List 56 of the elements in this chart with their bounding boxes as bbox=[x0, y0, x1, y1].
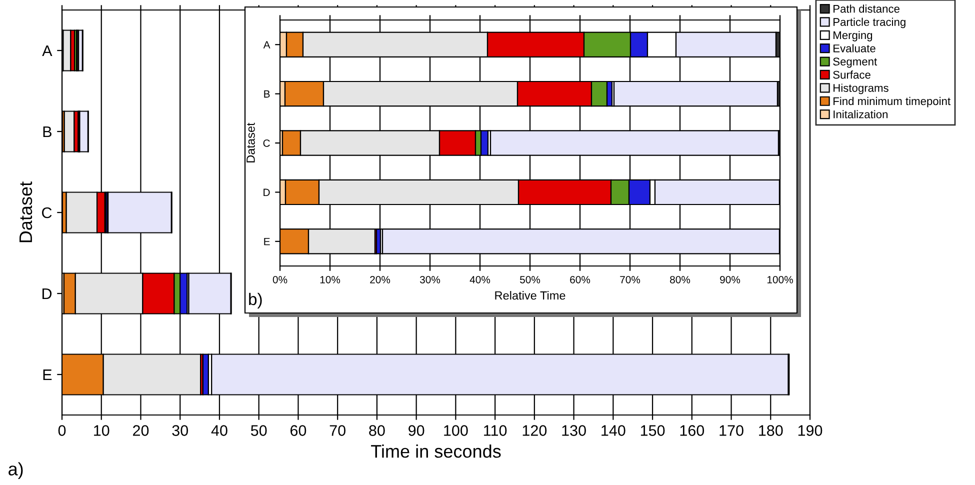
y-tick-label: C bbox=[263, 140, 270, 147]
y-tick-label: E bbox=[43, 370, 52, 380]
x-tick-label: 110 bbox=[484, 425, 507, 436]
x-tick-label: 90 bbox=[408, 425, 424, 436]
x-axis-title: Relative Time bbox=[495, 290, 566, 300]
y-tick-label: B bbox=[43, 126, 52, 138]
x-tick-label: 70% bbox=[620, 276, 640, 284]
x-tick-label: 170 bbox=[720, 425, 744, 436]
x-tick-label: 60% bbox=[570, 276, 590, 284]
legend-label: Initalization bbox=[834, 110, 888, 118]
legend-label: Surface bbox=[833, 70, 870, 79]
legend-label: Path distance bbox=[834, 4, 900, 13]
legend-label: Particle tracing bbox=[834, 18, 906, 28]
legend-label: Evaluate bbox=[834, 44, 876, 52]
x-tick-label: 0 bbox=[58, 425, 66, 436]
x-tick-label: 10 bbox=[94, 425, 110, 436]
y-tick-label: A bbox=[263, 41, 270, 48]
x-tick-label: 70 bbox=[330, 425, 346, 436]
x-tick-label: 90% bbox=[720, 276, 740, 284]
y-tick-label: D bbox=[42, 288, 52, 300]
x-tick-label: 60 bbox=[290, 425, 306, 436]
text: a) bbox=[8, 462, 23, 480]
y-tick-label: C bbox=[42, 207, 52, 218]
y-axis-title: Dataset bbox=[20, 182, 32, 242]
x-tick-label: 150 bbox=[640, 425, 665, 436]
x-tick-label: 0% bbox=[272, 276, 288, 284]
y-tick-label: A bbox=[42, 46, 52, 56]
legend-label: Histograms bbox=[834, 84, 888, 94]
x-tick-label: 100 bbox=[444, 425, 468, 436]
x-tick-label: 80 bbox=[369, 425, 385, 436]
x-tick-label: 30 bbox=[172, 425, 188, 436]
annotation: b) bbox=[249, 292, 262, 308]
x-tick-label: 120 bbox=[522, 425, 547, 436]
x-tick-label: 100% bbox=[767, 276, 793, 284]
x-tick-label: 130 bbox=[562, 425, 586, 436]
x-tick-label: 10% bbox=[320, 276, 340, 284]
y-axis-title: Dataset bbox=[246, 122, 255, 162]
x-tick-label: 50% bbox=[520, 276, 540, 284]
x-tick-label: 20 bbox=[133, 425, 149, 436]
y-tick-label: E bbox=[264, 238, 270, 246]
y-tick-label: B bbox=[264, 90, 270, 98]
x-axis-title: Time in seconds bbox=[371, 444, 501, 458]
y-tick-label: D bbox=[264, 188, 270, 196]
legend-label: Segment bbox=[833, 58, 878, 68]
x-tick-label: 140 bbox=[602, 425, 626, 436]
x-tick-label: 50 bbox=[250, 425, 267, 436]
x-tick-label: 80% bbox=[670, 276, 690, 284]
x-tick-label: 190 bbox=[798, 425, 822, 436]
x-tick-label: 40% bbox=[470, 276, 490, 284]
x-tick-label: 20% bbox=[370, 276, 390, 284]
x-tick-label: 40 bbox=[211, 425, 228, 436]
legend-label: Find minimum timepoint bbox=[834, 96, 950, 108]
x-tick-label: 30% bbox=[420, 276, 440, 284]
x-tick-label: 160 bbox=[680, 425, 704, 436]
legend-label: Merging bbox=[834, 30, 872, 42]
x-tick-label: 180 bbox=[759, 425, 783, 436]
